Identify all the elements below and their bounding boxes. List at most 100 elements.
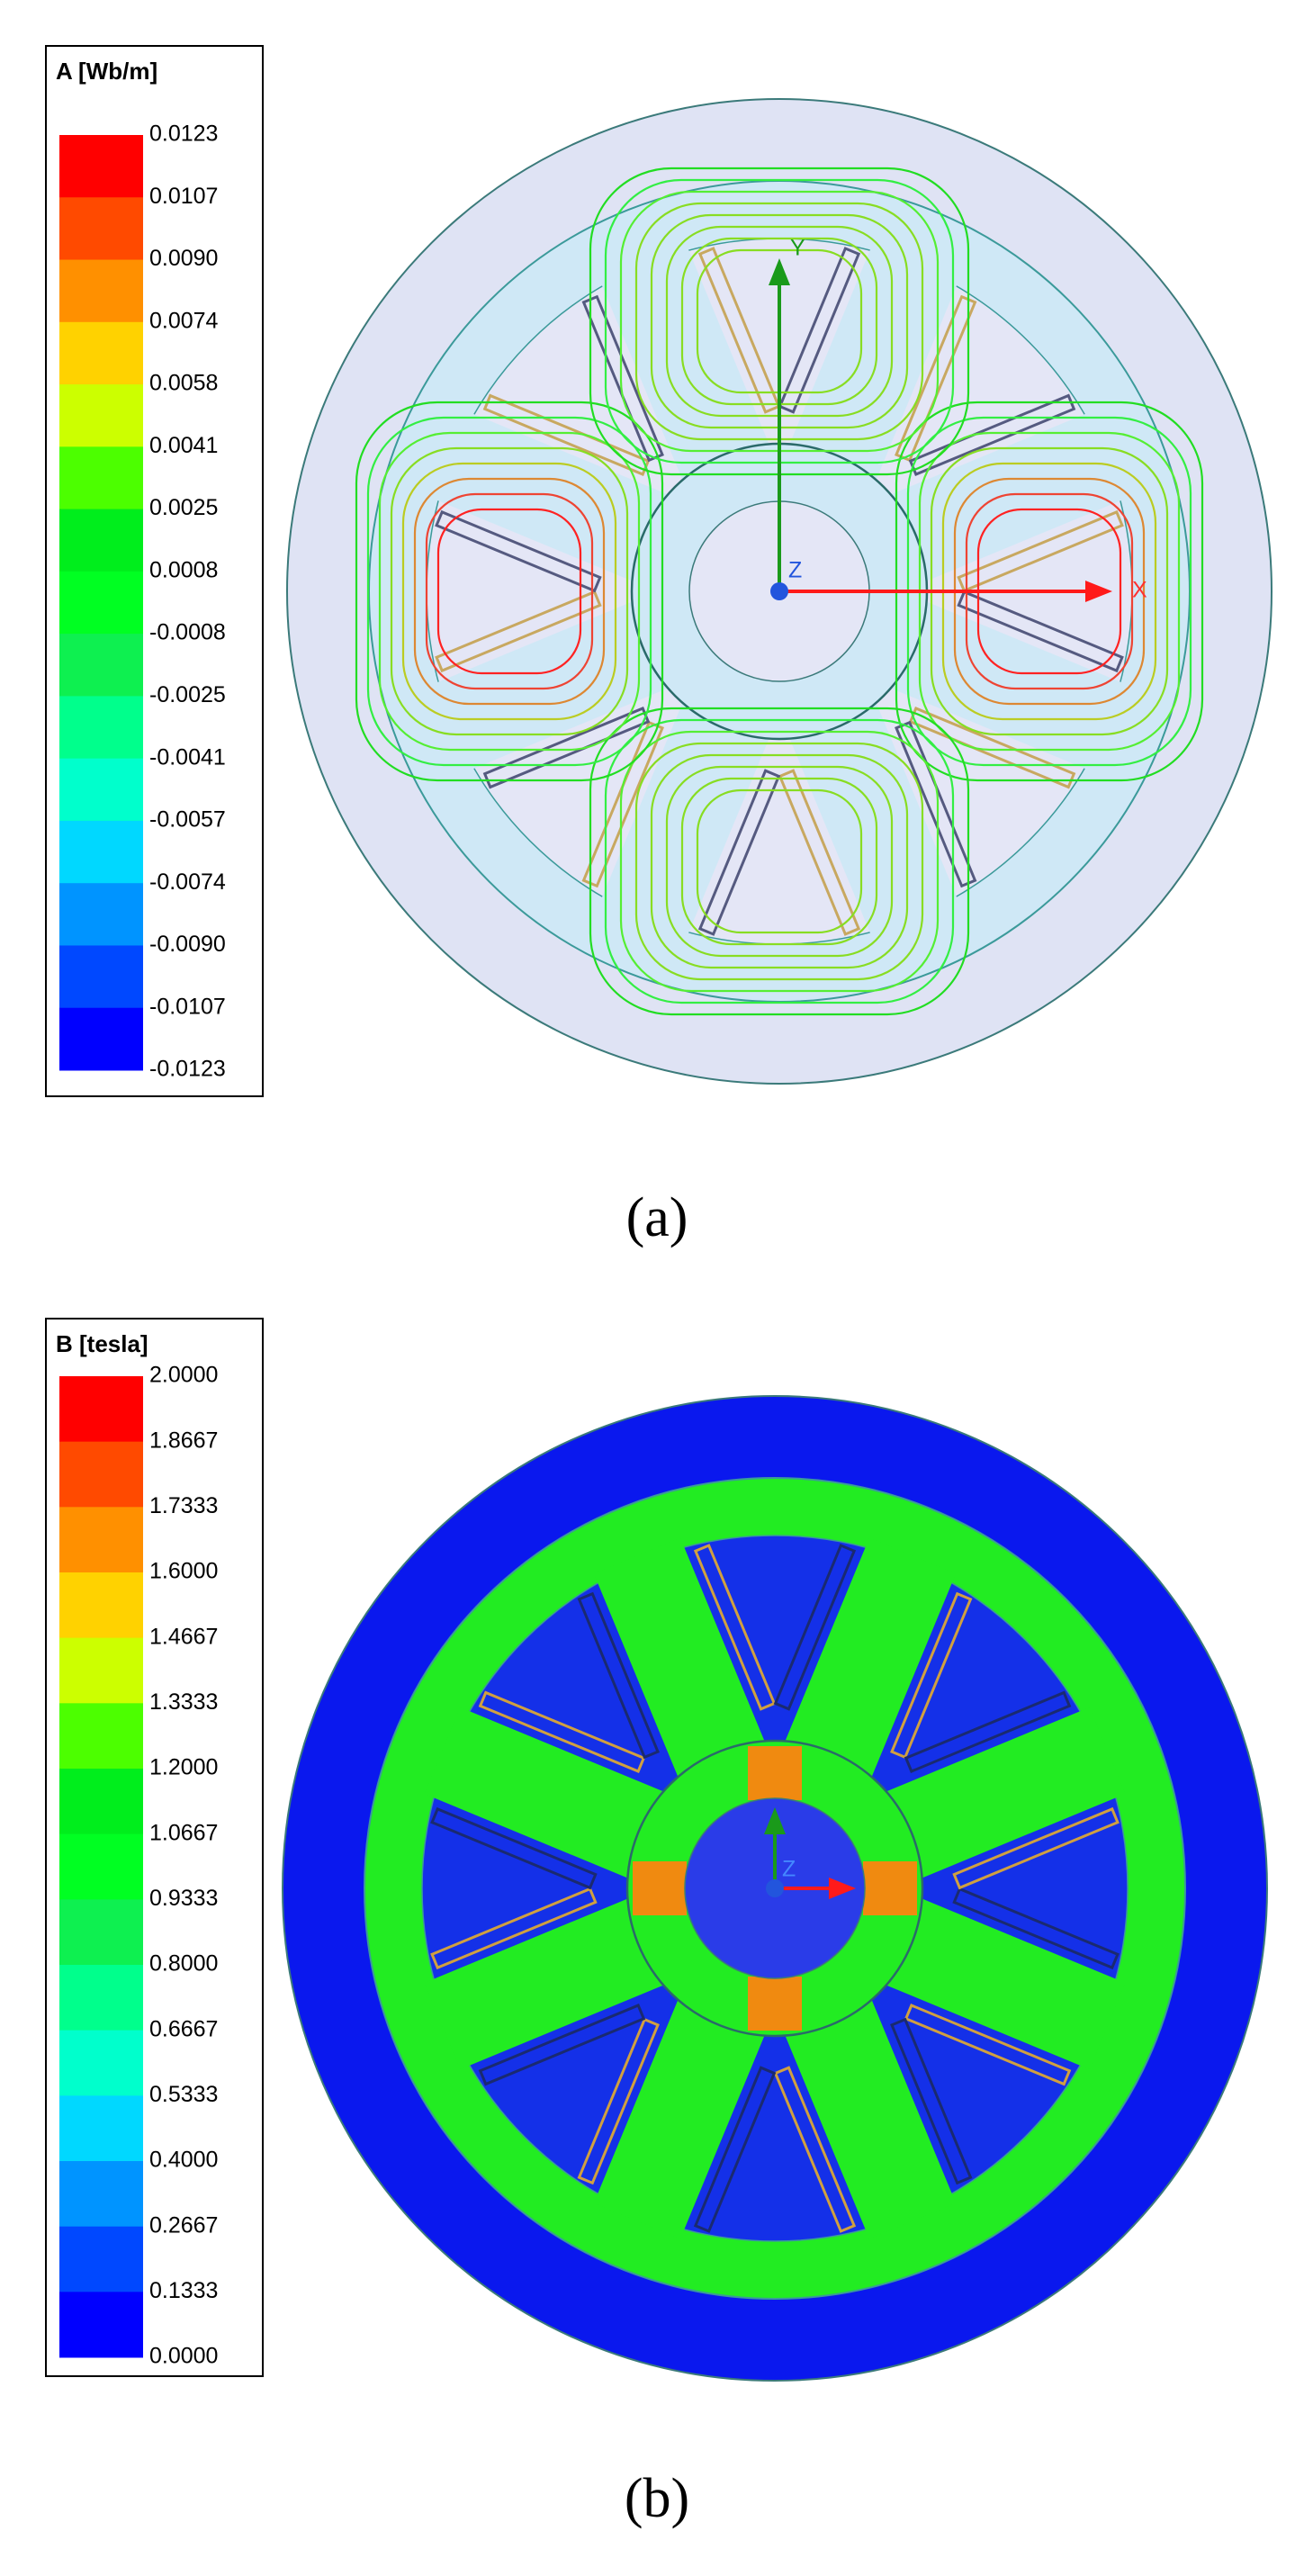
legend-band (59, 1703, 143, 1770)
y-axis-label: Y (790, 236, 805, 261)
legend-label: 0.0123 (149, 122, 218, 147)
flux-line (619, 730, 940, 993)
coil (693, 2066, 777, 2233)
legend-label: 0.6667 (149, 2016, 218, 2041)
legend-band (59, 1572, 143, 1639)
origin (766, 1879, 784, 1897)
stator-pole (881, 1707, 1126, 1880)
legend-label: 0.4000 (149, 2148, 218, 2173)
rotor-hotspot (633, 1861, 687, 1915)
legend-label: 0.5333 (149, 2082, 218, 2107)
legend-label: -0.0041 (149, 744, 226, 770)
legend-label: 0.0074 (149, 308, 219, 333)
legend-band (59, 1833, 143, 1900)
rotor-hotspot (863, 1861, 917, 1915)
coil (435, 509, 602, 593)
coil (904, 1690, 1072, 1773)
legend-band (59, 1007, 143, 1071)
legend-band (59, 1507, 143, 1573)
legend-band (59, 883, 143, 946)
coil (697, 769, 781, 936)
legend-label: 1.0667 (149, 1820, 218, 1845)
legend-band (59, 384, 143, 447)
flux-line (634, 742, 924, 981)
stator-pole (428, 599, 673, 773)
stator-pole (424, 1896, 669, 2070)
legend-band (59, 1637, 143, 1704)
x-axis-head (829, 1878, 856, 1899)
flux-line (436, 508, 582, 675)
legend-band (59, 135, 143, 198)
flux-line (665, 765, 894, 958)
stator-pole (593, 1995, 767, 2239)
z-axis-label: Z (788, 558, 802, 583)
legend-label: 0.1333 (149, 2278, 218, 2303)
coil (957, 590, 1124, 673)
legend-label: 0.0008 (149, 557, 218, 582)
flux-line (413, 477, 606, 706)
legend-label: -0.0074 (149, 869, 226, 895)
legend-label: 1.6000 (149, 1559, 218, 1584)
legend-band (59, 2161, 143, 2228)
legend-band (59, 945, 143, 1009)
legend-label: -0.0057 (149, 807, 226, 833)
coil (890, 1591, 973, 1760)
stator-pole (881, 1896, 1126, 2070)
flux-line (401, 462, 617, 721)
legend-band (59, 758, 143, 822)
caption: (a) (626, 1187, 688, 1248)
legend-label: 0.2667 (149, 2212, 218, 2238)
legend-band (59, 2292, 143, 2358)
coil (773, 2066, 857, 2233)
coil (890, 2017, 973, 2185)
coil (693, 1544, 777, 1711)
y-axis-head (764, 1807, 786, 1834)
rotor-hotspot (748, 1746, 802, 1800)
flux-line (378, 431, 641, 752)
legend-band (59, 259, 143, 323)
legend-label: 0.0000 (149, 2344, 218, 2369)
stator-pole (424, 1707, 669, 1880)
legend-band (59, 197, 143, 261)
coil (435, 590, 602, 673)
flux-line (425, 492, 594, 690)
coil (952, 1806, 1120, 1890)
flux-line (390, 446, 629, 736)
legend-band (59, 2226, 143, 2292)
legend-band (59, 820, 143, 884)
caption: (b) (625, 2468, 689, 2529)
stator-pole (783, 1995, 957, 2239)
legend-label: -0.0090 (149, 932, 226, 957)
legend-band (59, 2095, 143, 2162)
flux-line (589, 707, 970, 1016)
legend-title: B [tesla] (56, 1330, 148, 1357)
legend-label: 0.0041 (149, 433, 218, 458)
legend-title: A [Wb/m] (56, 58, 157, 85)
coil (778, 247, 861, 414)
legend-label: 2.0000 (149, 1363, 218, 1388)
legend-label: 1.8667 (149, 1428, 218, 1453)
legend-band (59, 321, 143, 385)
stator-pole (886, 599, 1130, 773)
stator-pole (593, 1537, 767, 1782)
motor-plot: X Y Z (286, 98, 1273, 1085)
flux-line (650, 753, 909, 969)
legend-label: -0.0107 (149, 994, 226, 1019)
stator-pole (886, 410, 1130, 583)
flux-line (355, 401, 664, 782)
coil (478, 2004, 646, 2086)
legend-label: 0.9333 (149, 1886, 218, 1911)
coil (697, 247, 781, 414)
legend-label: -0.0025 (149, 682, 226, 707)
legend-band (59, 1965, 143, 2031)
legend-label: 0.8000 (149, 1951, 218, 1977)
coil (904, 2004, 1072, 2086)
flux-line (604, 718, 955, 1004)
coil (778, 769, 861, 936)
legend-label: 1.7333 (149, 1493, 218, 1518)
flux-line (680, 777, 878, 946)
z-axis-label: Z (782, 1857, 796, 1882)
legend-label: 0.0090 (149, 246, 218, 271)
coil (577, 2017, 660, 2185)
